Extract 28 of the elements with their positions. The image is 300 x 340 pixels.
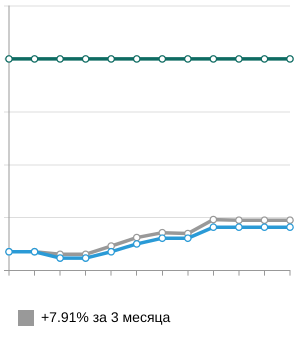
point <box>56 254 64 262</box>
point <box>132 234 141 242</box>
point <box>5 55 13 63</box>
point <box>210 223 218 232</box>
point <box>107 55 116 63</box>
point <box>286 55 294 63</box>
point <box>132 55 141 63</box>
point <box>210 55 218 63</box>
point <box>158 55 166 63</box>
point <box>286 216 294 224</box>
point <box>260 223 268 232</box>
point <box>286 223 294 232</box>
point <box>107 248 116 256</box>
point <box>235 216 243 224</box>
point <box>56 55 64 63</box>
point <box>132 240 141 248</box>
point <box>82 55 90 63</box>
point <box>235 223 243 232</box>
point <box>82 254 90 262</box>
point <box>184 55 192 63</box>
point <box>260 216 268 224</box>
point <box>158 234 166 242</box>
legend-label: +7.91% за 3 месяца <box>41 308 171 325</box>
point <box>210 216 218 224</box>
point <box>260 55 268 63</box>
point <box>235 55 243 63</box>
point <box>30 55 38 63</box>
point <box>184 234 192 242</box>
